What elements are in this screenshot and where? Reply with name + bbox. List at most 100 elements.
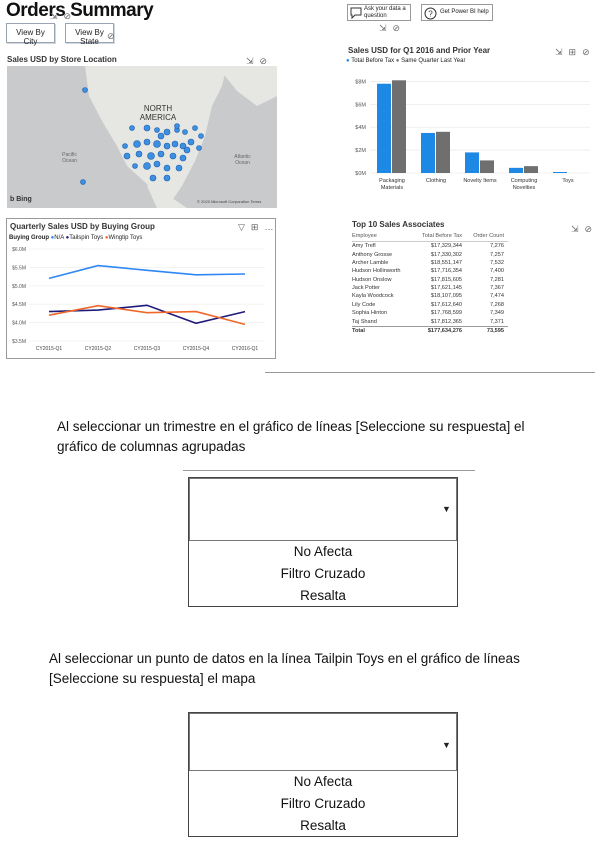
map-marker[interactable] xyxy=(179,142,187,150)
table-cell: 7,257 xyxy=(490,251,504,258)
ask-question-button[interactable]: Ask your data a question xyxy=(347,4,411,21)
map-marker[interactable] xyxy=(174,123,180,129)
map-marker[interactable] xyxy=(196,145,202,151)
dropdown-select-box[interactable]: ▼ xyxy=(189,713,457,771)
map-marker[interactable] xyxy=(82,87,88,93)
column-header[interactable]: Employee xyxy=(352,233,413,242)
map-marker[interactable] xyxy=(163,142,171,150)
bar[interactable] xyxy=(436,131,450,173)
map-marker[interactable] xyxy=(163,174,171,182)
store-markers[interactable] xyxy=(80,87,204,185)
map-marker[interactable] xyxy=(149,174,157,182)
map-marker[interactable] xyxy=(157,132,165,140)
view-by-city-button[interactable]: View By City xyxy=(6,23,55,46)
ask-question-label: Ask your data a question xyxy=(364,6,406,19)
y-tick-label: $4M xyxy=(355,125,366,131)
filter-icon[interactable]: ▽ xyxy=(238,222,245,232)
map-marker[interactable] xyxy=(163,128,171,136)
legend-item: Total Before Tax xyxy=(351,58,395,64)
series-line[interactable] xyxy=(48,264,246,280)
pin-icon[interactable]: ⇲ xyxy=(379,23,387,33)
dropdown-option[interactable]: Resalta xyxy=(300,818,346,833)
map-marker[interactable] xyxy=(198,133,204,139)
bar[interactable] xyxy=(421,132,435,173)
chevron-down-icon[interactable]: ▼ xyxy=(442,740,451,750)
map-marker[interactable] xyxy=(147,152,155,160)
store-map[interactable]: NORTH AMERICA Pacific Ocean Atlantic Oce… xyxy=(7,66,277,208)
bar[interactable] xyxy=(524,166,538,173)
column-header[interactable]: Order Count xyxy=(466,233,508,242)
bar[interactable] xyxy=(480,160,494,173)
table-cell: Amy Trefl xyxy=(352,243,376,250)
focus-icon[interactable]: ⊘ xyxy=(63,11,72,21)
map-marker[interactable] xyxy=(153,140,161,148)
x-tick-label: CY2015-Q3 xyxy=(134,346,161,352)
map-marker[interactable] xyxy=(135,150,143,158)
map-marker[interactable] xyxy=(183,146,191,154)
map-marker[interactable] xyxy=(153,160,161,168)
line-chart[interactable]: $3.5M $4.0M $4.5M $5.0M $5.5M $6.0M CY2015-Q1 C… xyxy=(7,245,275,357)
map-marker[interactable] xyxy=(154,127,160,133)
map-marker[interactable] xyxy=(182,129,188,135)
dropdown-select-box[interactable]: ▼ xyxy=(189,478,457,541)
x-tick-label: Materials xyxy=(381,185,404,191)
expand-icon[interactable]: ⊞ xyxy=(568,47,577,57)
bar[interactable] xyxy=(509,167,523,173)
view-by-state-button[interactable]: View By State xyxy=(65,23,114,46)
map-marker[interactable] xyxy=(169,152,177,160)
line-chart-tile[interactable] xyxy=(6,218,276,359)
bar[interactable] xyxy=(465,152,479,173)
map-marker[interactable] xyxy=(192,125,198,131)
more-icon[interactable]: … xyxy=(264,222,274,232)
map-marker[interactable] xyxy=(80,179,86,185)
map-marker[interactable] xyxy=(122,143,128,149)
pin-icon[interactable]: ⇲ xyxy=(50,11,58,21)
dropdown-option[interactable]: No Afecta xyxy=(293,544,353,559)
pin-icon[interactable]: ⇲ xyxy=(555,47,563,57)
series-line[interactable] xyxy=(48,304,246,326)
focus-icon[interactable]: ⊘ xyxy=(392,23,401,33)
x-tick-label: Toys xyxy=(562,178,574,184)
focus-icon[interactable]: ⊘ xyxy=(107,31,115,41)
expand-icon[interactable]: ⊞ xyxy=(250,222,259,232)
bar-chart-title: Sales USD for Q1 2016 and Prior Year xyxy=(348,46,491,55)
focus-icon[interactable]: ⊘ xyxy=(584,224,593,234)
pin-icon[interactable]: ⇲ xyxy=(571,224,579,234)
series-line[interactable] xyxy=(48,304,246,325)
map-marker[interactable] xyxy=(163,164,171,172)
map-marker[interactable] xyxy=(123,152,131,160)
table-cell: 73,595 xyxy=(466,325,508,336)
y-tick-label: $3.5M xyxy=(12,339,26,345)
answer-dropdown-2[interactable]: ▼ No Afecta Filtro Cruzado Resalta xyxy=(188,712,458,837)
pin-icon[interactable]: ⇲ xyxy=(246,56,254,66)
dropdown-option[interactable]: Resalta xyxy=(300,588,346,603)
map-marker[interactable] xyxy=(133,140,141,148)
bar[interactable] xyxy=(392,80,406,173)
map-marker[interactable] xyxy=(132,163,138,169)
map-marker[interactable] xyxy=(143,162,151,170)
dropdown-option[interactable]: Filtro Cruzado xyxy=(280,796,366,811)
line-chart-title: Quarterly Sales USD by Buying Group xyxy=(10,222,155,231)
answer-dropdown-1[interactable]: ▼ No Afecta Filtro Cruzado Resalta xyxy=(188,477,458,607)
legend-dot-icon: ● xyxy=(50,235,55,241)
dropdown-option[interactable]: No Afecta xyxy=(293,774,353,789)
bar[interactable] xyxy=(553,172,567,173)
focus-icon[interactable]: ⊘ xyxy=(259,56,268,66)
map-marker[interactable] xyxy=(187,138,195,146)
bar[interactable] xyxy=(377,83,391,173)
legend-dot-icon: ● xyxy=(65,235,70,241)
map-marker[interactable] xyxy=(175,164,183,172)
map-marker[interactable] xyxy=(143,124,151,132)
legend-item: N/A xyxy=(54,235,64,241)
map-marker[interactable] xyxy=(143,138,151,146)
map-marker[interactable] xyxy=(179,154,187,162)
chevron-down-icon[interactable]: ▼ xyxy=(442,504,451,514)
map-marker[interactable] xyxy=(171,140,179,148)
column-header[interactable]: Total Before Tax xyxy=(412,233,467,242)
map-marker[interactable] xyxy=(129,125,135,131)
focus-icon[interactable]: ⊘ xyxy=(582,47,590,57)
dropdown-option[interactable]: Filtro Cruzado xyxy=(280,566,366,581)
map-marker[interactable] xyxy=(157,150,165,158)
help-button[interactable]: ? Get Power BI help xyxy=(421,4,493,21)
